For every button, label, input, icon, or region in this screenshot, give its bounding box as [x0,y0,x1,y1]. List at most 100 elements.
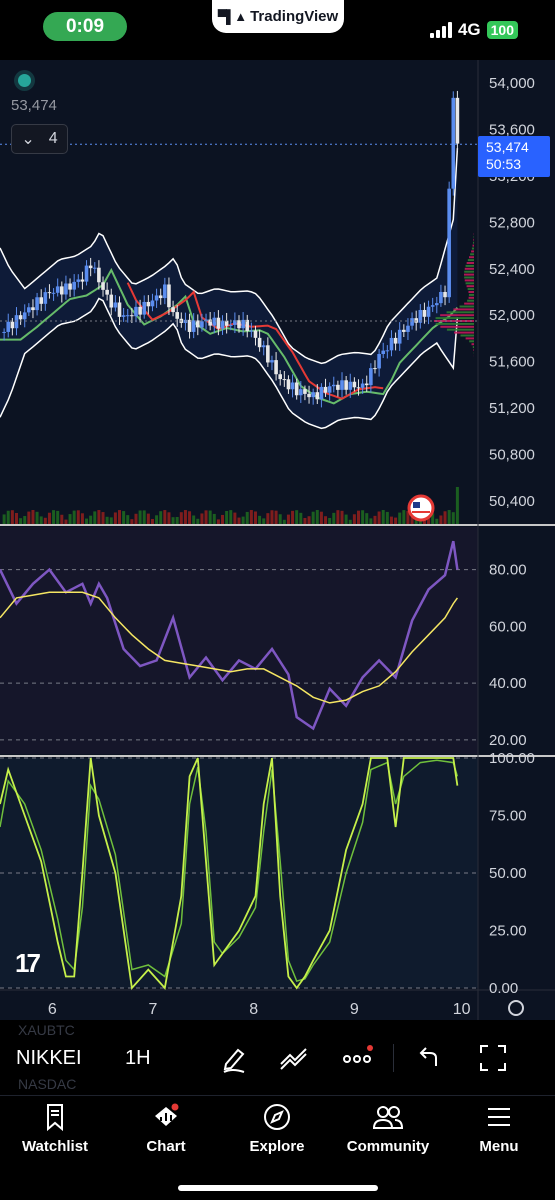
network-label: 4G [457,20,481,39]
volume-bar [431,513,435,524]
candle-body [257,337,262,348]
volume-bar [295,510,299,524]
interval-selector[interactable]: 1H [125,1047,151,1069]
volume-bar [52,510,56,524]
volume-bar [291,510,295,524]
chart-canvas[interactable]: 54,00053,60053,20052,80052,40052,00051,6… [0,60,555,1020]
candle-body [274,360,278,375]
volume-bar [385,511,389,524]
volume-bar [344,514,348,524]
market-status-icon[interactable] [18,74,31,87]
volume-bar [274,510,278,524]
candle-body [130,315,134,317]
candle-body [2,331,6,333]
candle-body [233,320,237,325]
candle-body [60,286,64,295]
price-axis-label: 52,000 [489,307,535,324]
candle-body [451,97,456,189]
volume-bar [101,512,105,524]
drawing-tools-icon[interactable] [278,1042,310,1074]
candle-body [14,315,19,329]
stoch-d-line [0,759,459,983]
volume-bar [175,516,179,524]
volume-bar [406,510,410,524]
status-bar: 0:09 ▀▌▲ TradingView 4G 100 [0,0,555,60]
volume-profile-bar [468,293,474,296]
toolbar-divider [393,1044,394,1072]
volume-bar [208,510,212,524]
volume-bar [159,511,163,524]
price-axis-label: 52,400 [489,261,535,278]
candle-body [439,291,443,304]
status-time[interactable]: 0:09 [43,12,127,41]
candle-body [331,384,336,387]
volume-bar [23,516,27,524]
candle-body [294,382,299,396]
candle-body [35,297,39,311]
candle-body [323,386,328,393]
volume-profile-bar [467,288,474,291]
volume-profile-bar [463,273,474,276]
chart-area[interactable]: 54,00053,60053,20052,80052,40052,00051,6… [0,60,555,1020]
tab-menu[interactable]: Menu [444,1102,554,1155]
price-axis-label: 52,800 [489,214,535,231]
volume-bar [93,511,97,524]
volume-bar [324,516,328,524]
volume-bar [414,519,418,524]
volume-bar [130,519,134,524]
candle-body [245,319,250,331]
volume-bar [439,515,443,524]
tab-chart[interactable]: Chart [111,1102,221,1155]
volume-bar [19,518,23,524]
time-axis-label: 6 [48,1001,57,1018]
pencil-icon[interactable] [218,1042,250,1074]
candle-body [410,318,414,326]
symbol-selector[interactable]: NIKKEI [16,1047,82,1069]
candle-body [191,320,196,332]
volume-profile-bar [467,299,474,302]
volume-bar [97,510,101,524]
volume-bar [122,511,126,524]
current-price: 53,474 [486,139,529,155]
tab-label: Menu [479,1138,519,1155]
candle-body [393,337,398,344]
volume-bar [134,513,138,524]
volume-bar [447,510,451,524]
candle-body [68,283,72,290]
candle-body [455,97,460,144]
volume-bar [319,511,323,524]
candle-body [228,324,233,326]
time-axis-label: 7 [149,1001,158,1018]
indicators-toggle-button[interactable]: ⌄ 4 [11,124,68,154]
volume-profile-bar [467,259,474,262]
volume-profile-bar [473,238,474,241]
volume-profile-bar [464,270,474,273]
volume-profile-bar [469,340,474,343]
more-options-icon[interactable] [342,1042,374,1074]
tab-watchlist[interactable]: Watchlist [0,1102,110,1155]
candle-body [101,282,105,290]
volume-bar [76,510,80,524]
volume-bar [167,512,171,524]
volume-bar [237,517,241,524]
volume-bar [138,510,142,524]
us-flag-event-icon[interactable] [407,494,435,522]
home-indicator[interactable] [178,1185,378,1191]
volume-bar [270,510,274,524]
candle-body [307,393,311,398]
candle-body [299,389,303,396]
tab-explore[interactable]: Explore [222,1102,332,1155]
tab-community[interactable]: Community [333,1102,443,1155]
settings-gear-icon[interactable] [508,1000,524,1016]
undo-icon[interactable] [414,1042,446,1074]
candle-body [377,354,381,369]
fullscreen-icon[interactable] [477,1042,509,1074]
time-axis-label: 8 [249,1001,258,1018]
volume-profile-bar [473,349,474,351]
volume-bar [126,515,130,524]
app-banner[interactable]: ▀▌▲ TradingView [212,0,344,33]
candle-body [389,337,394,351]
candle-body [220,320,225,329]
volume-bar [332,512,336,524]
candle-body [241,319,245,329]
